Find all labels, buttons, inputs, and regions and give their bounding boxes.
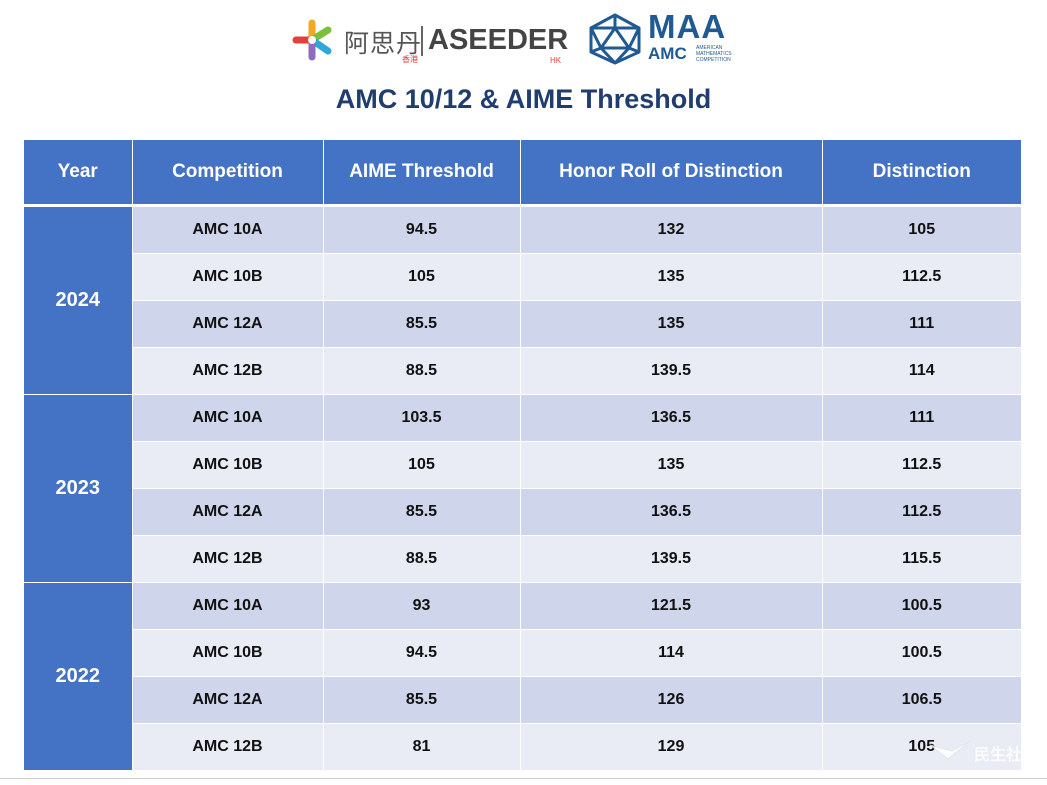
- threshold-table: Year Competition AIME Threshold Honor Ro…: [24, 140, 1021, 771]
- table-row: AMC 12B 81 129 105: [24, 723, 1021, 771]
- distinction-cell: 112.5: [822, 441, 1021, 489]
- honor-roll-of-distinction-cell: 136.5: [520, 394, 823, 442]
- logo-header: 阿思丹 香港 ASEEDER HK MAA AMC AMERICAN MATHE…: [0, 8, 1047, 70]
- year-cell: 2024: [24, 205, 133, 395]
- watermark: 民生社: [928, 737, 1040, 765]
- amc-subtitle: AMERICAN MATHEMATICS COMPETITION: [696, 45, 732, 63]
- aime-threshold-cell: 94.5: [323, 629, 521, 677]
- aseeder-english-name: ASEEDER: [428, 24, 569, 56]
- header-aime-threshold: AIME Threshold: [323, 140, 521, 207]
- aime-threshold-cell: 93: [323, 582, 521, 630]
- aseeder-chinese-name: 阿思丹: [344, 29, 423, 58]
- table-row: AMC 12B 88.5 139.5 115.5: [24, 535, 1021, 583]
- aime-threshold-cell: 103.5: [323, 394, 521, 442]
- honor-roll-of-distinction-cell: 139.5: [520, 347, 823, 395]
- competition-cell: AMC 10B: [132, 629, 324, 677]
- year-cell: 2022: [24, 582, 133, 771]
- header-distinction: Distinction: [822, 140, 1021, 207]
- distinction-cell: 105: [822, 205, 1021, 254]
- year-cell: 2023: [24, 394, 133, 583]
- aime-threshold-cell: 94.5: [323, 205, 521, 254]
- aime-threshold-cell: 85.5: [323, 676, 521, 724]
- competition-cell: AMC 10A: [132, 582, 324, 630]
- table-row: AMC 12A 85.5 126 106.5: [24, 676, 1021, 724]
- honor-roll-of-distinction-cell: 136.5: [520, 488, 823, 536]
- distinction-cell: 100.5: [822, 629, 1021, 677]
- logo-divider: [421, 26, 423, 56]
- table-row: AMC 12B 88.5 139.5 114: [24, 347, 1021, 395]
- aseeder-english-subtitle: HK: [550, 56, 562, 65]
- competition-cell: AMC 12B: [132, 723, 324, 771]
- competition-cell: AMC 10B: [132, 441, 324, 489]
- aseeder-logo: 阿思丹 香港 ASEEDER HK: [288, 16, 568, 65]
- table-row: 2024 AMC 10A 94.5 132 105: [24, 205, 1021, 395]
- honor-roll-of-distinction-cell: 135: [520, 300, 823, 348]
- table-row: AMC 12A 85.5 135 111: [24, 300, 1021, 348]
- distinction-cell: 112.5: [822, 488, 1021, 536]
- page-title: AMC 10/12 & AIME Threshold: [335, 84, 712, 114]
- competition-cell: AMC 12A: [132, 488, 324, 536]
- honor-roll-of-distinction-cell: 121.5: [520, 582, 823, 630]
- table-body: 2024 AMC 10A 94.5 132 105 AMC 10B 105 135 112.5 A…: [24, 205, 1021, 771]
- distinction-cell: 115.5: [822, 535, 1021, 583]
- honor-roll-of-distinction-cell: 114: [520, 629, 823, 677]
- aime-threshold-cell: 85.5: [323, 300, 521, 348]
- honor-roll-of-distinction-cell: 135: [520, 253, 823, 301]
- distinction-cell: 114: [822, 347, 1021, 395]
- aime-threshold-cell: 105: [323, 253, 521, 301]
- aime-threshold-cell: 105: [323, 441, 521, 489]
- distinction-cell: 112.5: [822, 253, 1021, 301]
- aseeder-flower-icon: [292, 19, 332, 61]
- distinction-cell: 100.5: [822, 582, 1021, 630]
- table-row: AMC 10B 105 135 112.5: [24, 441, 1021, 489]
- distinction-cell: 111: [822, 394, 1021, 442]
- watermark-bird-icon: [929, 740, 971, 760]
- maa-amc-logo: MAA AMC AMERICAN MATHEMATICS COMPETITION: [586, 8, 746, 70]
- amc-wordmark: AMC: [648, 44, 687, 63]
- table-header-row: Year Competition AIME Threshold Honor Ro…: [24, 140, 1021, 207]
- competition-cell: AMC 12A: [132, 300, 324, 348]
- table-row: AMC 10B 105 135 112.5: [24, 253, 1021, 301]
- competition-cell: AMC 10A: [132, 205, 324, 254]
- distinction-cell: 105: [822, 723, 1021, 771]
- competition-cell: AMC 10A: [132, 394, 324, 442]
- header-honor-roll-of-distinction: Honor Roll of Distinction: [520, 140, 823, 207]
- aime-threshold-cell: 85.5: [323, 488, 521, 536]
- watermark-text: 民生社: [974, 745, 1023, 764]
- aime-threshold-cell: 81: [323, 723, 521, 771]
- aime-threshold-cell: 88.5: [323, 535, 521, 583]
- honor-roll-of-distinction-cell: 132: [520, 205, 823, 254]
- competition-cell: AMC 12A: [132, 676, 324, 724]
- competition-cell: AMC 12B: [132, 347, 324, 395]
- bottom-divider: [0, 778, 1047, 779]
- icosahedron-icon: [589, 13, 641, 65]
- header-year: Year: [24, 140, 133, 207]
- table-row: AMC 10B 94.5 114 100.5: [24, 629, 1021, 677]
- honor-roll-of-distinction-cell: 129: [520, 723, 823, 771]
- honor-roll-of-distinction-cell: 139.5: [520, 535, 823, 583]
- aime-threshold-cell: 88.5: [323, 347, 521, 395]
- aseeder-chinese-subtitle: 香港: [402, 55, 418, 64]
- header-competition: Competition: [132, 140, 324, 207]
- competition-cell: AMC 10B: [132, 253, 324, 301]
- honor-roll-of-distinction-cell: 126: [520, 676, 823, 724]
- table-row: 2022 AMC 10A 93 121.5 100.5: [24, 582, 1021, 771]
- honor-roll-of-distinction-cell: 135: [520, 441, 823, 489]
- distinction-cell: 106.5: [822, 676, 1021, 724]
- table-row: AMC 12A 85.5 136.5 112.5: [24, 488, 1021, 536]
- distinction-cell: 111: [822, 300, 1021, 348]
- maa-wordmark: MAA: [648, 8, 727, 45]
- competition-cell: AMC 12B: [132, 535, 324, 583]
- table-row: 2023 AMC 10A 103.5 136.5 111: [24, 394, 1021, 583]
